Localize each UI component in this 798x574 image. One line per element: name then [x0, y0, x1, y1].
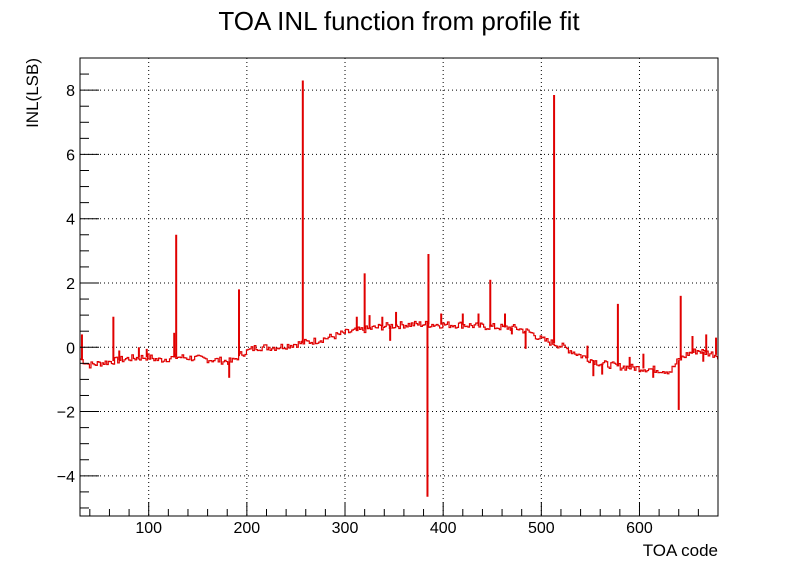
x-tick-labels: 100 200 300 400 500 600	[135, 520, 653, 537]
y-tick-labels: −4 −2 0 2 4 6 8	[57, 83, 75, 486]
x-tick-label: 600	[626, 520, 653, 537]
y-tick-label: 4	[66, 212, 75, 229]
y-tick-label: −2	[57, 405, 75, 422]
y-axis-label: INL(LSB)	[23, 58, 42, 128]
series-line	[80, 320, 719, 375]
y-tick-label: 0	[66, 340, 75, 357]
y-tick-label: 2	[66, 276, 75, 293]
chart-title: TOA INL function from profile fit	[218, 6, 580, 36]
plot-frame	[79, 57, 719, 517]
x-tick-label: 100	[135, 520, 162, 537]
x-tick-label: 200	[234, 520, 261, 537]
y-tick-label: 6	[66, 147, 75, 164]
axis-ticks	[80, 57, 719, 516]
x-tick-label: 500	[528, 520, 555, 537]
grid-lines	[80, 58, 718, 516]
x-axis-label: TOA code	[643, 541, 718, 560]
x-tick-label: 400	[430, 520, 457, 537]
x-tick-label: 300	[332, 520, 359, 537]
y-tick-label: 8	[66, 83, 75, 100]
y-tick-label: −4	[57, 469, 75, 486]
series-layer	[80, 80, 719, 497]
